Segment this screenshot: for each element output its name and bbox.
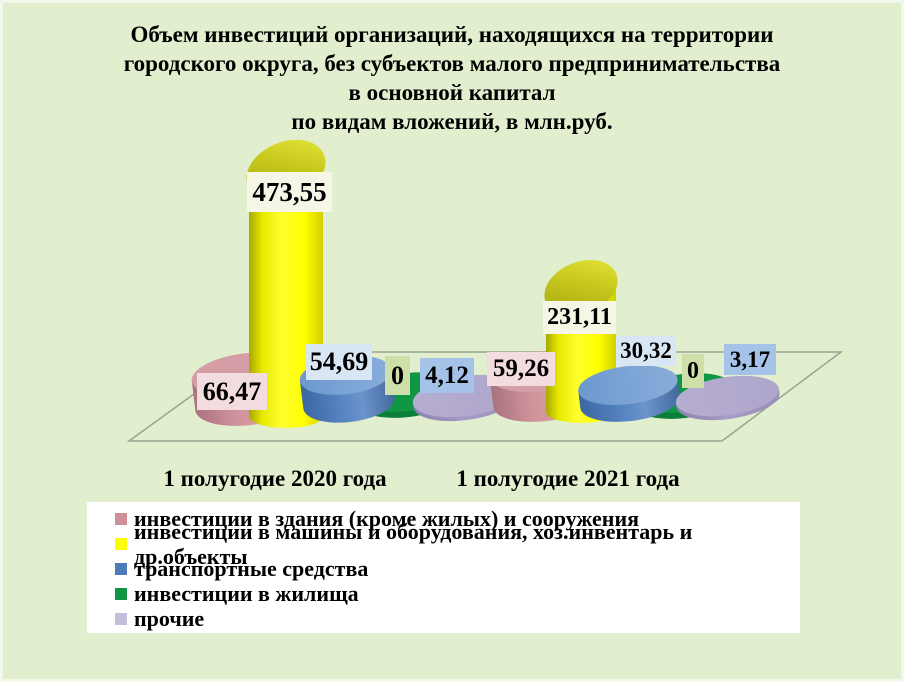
legend-label-transport: транспортные средства [134, 556, 369, 581]
chart-title: Объем инвестиций организаций, находящихс… [0, 20, 904, 136]
legend-item-machines: инвестиции в машины и оборудования, хоз.… [87, 519, 800, 569]
value-label-2020-transport: 54,69 [306, 344, 372, 380]
chart-title-line-4: по видам вложений, в млн.руб. [291, 109, 613, 134]
value-label-2021-machines: 231,11 [543, 301, 616, 334]
legend-item-housing: инвестиции в жилища [87, 581, 800, 606]
legend-swatch-buildings [115, 512, 127, 525]
legend-swatch-machines [115, 537, 127, 550]
legend-swatch-other [115, 612, 127, 625]
legend-item-transport: транспортные средства [87, 556, 800, 581]
chart-title-line-3: в основной капитал [348, 80, 556, 105]
legend-swatch-transport [115, 562, 127, 575]
chart-title-line-2: городского округа, без субъектов малого … [123, 51, 781, 76]
value-label-2020-other: 4,12 [420, 358, 474, 393]
value-label-2020-buildings: 66,47 [197, 373, 267, 410]
legend-label-machines: инвестиции в машины и оборудования, хоз.… [134, 518, 693, 569]
value-label-2021-housing: 0 [682, 354, 704, 388]
legend-label-buildings: инвестиции в здания (кроме жилых) и соор… [134, 506, 640, 531]
value-label-2020-machines: 473,55 [247, 172, 332, 212]
legend-label-other: прочие [134, 606, 205, 631]
legend-item-buildings: инвестиции в здания (кроме жилых) и соор… [87, 506, 800, 531]
chart-title-line-1: Объем инвестиций организаций, находящихс… [130, 22, 774, 47]
legend-label-housing: инвестиции в жилища [134, 581, 359, 606]
legend-item-other: прочие [87, 606, 800, 631]
category-label-2021: 1 полугодие 2021 года [456, 466, 680, 491]
value-label-2021-transport: 30,32 [616, 336, 676, 366]
legend: инвестиции в здания (кроме жилых) и соор… [87, 502, 800, 633]
category-label-2020: 1 полугодие 2020 года [163, 466, 387, 491]
value-label-2021-other: 3,17 [724, 344, 776, 375]
cylinder-2021-transport [578, 365, 680, 422]
value-label-2020-housing: 0 [385, 356, 410, 395]
legend-swatch-housing [115, 587, 127, 600]
value-label-2021-buildings: 59,26 [487, 352, 555, 386]
